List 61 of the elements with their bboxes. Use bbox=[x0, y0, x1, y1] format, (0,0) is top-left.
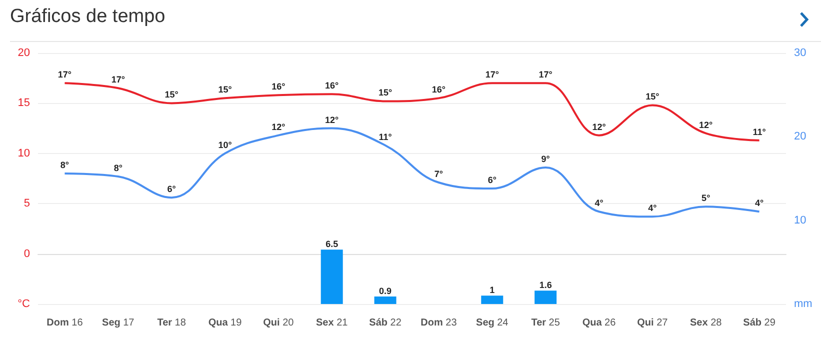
data-label: 15° bbox=[164, 90, 179, 100]
y-tick-label: °C bbox=[18, 298, 30, 310]
data-label: 7° bbox=[434, 169, 444, 180]
x-tick-label: Ter 18 bbox=[157, 318, 186, 328]
data-label: 15° bbox=[378, 88, 392, 98]
data-label: 8° bbox=[114, 162, 123, 173]
data-label: 12° bbox=[592, 122, 606, 132]
data-label: 17° bbox=[538, 70, 553, 80]
data-label: 10° bbox=[218, 140, 232, 150]
bar bbox=[374, 296, 396, 304]
data-label: 4° bbox=[648, 203, 658, 214]
y2-tick-label: 30 bbox=[794, 47, 806, 59]
data-label: 16° bbox=[325, 80, 340, 91]
data-label: 0.9 bbox=[379, 286, 392, 296]
data-label: 6° bbox=[167, 184, 176, 194]
data-label: 11° bbox=[378, 132, 392, 142]
data-label: 6° bbox=[488, 175, 497, 186]
y-tick-label: 20 bbox=[18, 47, 30, 59]
x-tick-label: Sáb 29 bbox=[743, 318, 776, 328]
data-label: 11° bbox=[752, 126, 766, 137]
data-label: 16° bbox=[272, 82, 286, 92]
bar bbox=[481, 296, 504, 304]
data-label: 1 bbox=[490, 285, 495, 296]
data-label: 4° bbox=[754, 198, 764, 208]
y-tick-label: 15 bbox=[18, 97, 30, 110]
y-tick-label: 0 bbox=[24, 248, 30, 260]
x-tick-label: Seg 24 bbox=[476, 318, 509, 328]
x-tick-label: Qua 26 bbox=[582, 318, 616, 328]
y2-tick-label: 20 bbox=[794, 130, 806, 143]
x-tick-label: Qui 27 bbox=[637, 318, 668, 328]
data-label: 17° bbox=[485, 70, 500, 80]
data-label: 1.6 bbox=[539, 280, 552, 290]
data-label: 12° bbox=[699, 120, 714, 130]
x-tick-label: Seg 17 bbox=[102, 318, 135, 328]
x-tick-label: Qua 19 bbox=[208, 318, 242, 328]
data-label: 8° bbox=[60, 160, 70, 170]
data-label: 16° bbox=[432, 84, 446, 95]
data-label: 4° bbox=[594, 198, 604, 208]
data-label: 12° bbox=[325, 114, 340, 125]
data-label: 15° bbox=[646, 92, 660, 102]
x-tick-label: Qui 20 bbox=[263, 318, 294, 328]
data-label: 9° bbox=[541, 154, 550, 164]
y2-tick-label: 10 bbox=[794, 214, 806, 226]
data-label: 17° bbox=[58, 70, 72, 80]
x-tick-label: Sex 21 bbox=[316, 318, 348, 328]
x-tick-label: Dom 16 bbox=[46, 318, 84, 328]
bar bbox=[320, 250, 343, 304]
y2-tick-label: mm bbox=[794, 298, 812, 310]
data-label: 17° bbox=[111, 74, 126, 85]
x-tick-label: Sáb 22 bbox=[369, 318, 402, 328]
x-tick-label: Sex 28 bbox=[690, 318, 722, 328]
data-label: 12° bbox=[272, 122, 286, 132]
data-label: 15° bbox=[218, 84, 232, 95]
bar bbox=[534, 290, 557, 304]
chart-title: Gráficos de tempo bbox=[10, 6, 166, 28]
y-tick-label: 10 bbox=[18, 147, 30, 160]
x-tick-label: Ter 25 bbox=[531, 318, 560, 328]
y-tick-label: 5 bbox=[24, 198, 30, 210]
data-label: 6.5 bbox=[326, 239, 338, 250]
data-label: 5° bbox=[702, 193, 711, 204]
x-tick-label: Dom 23 bbox=[420, 318, 458, 328]
